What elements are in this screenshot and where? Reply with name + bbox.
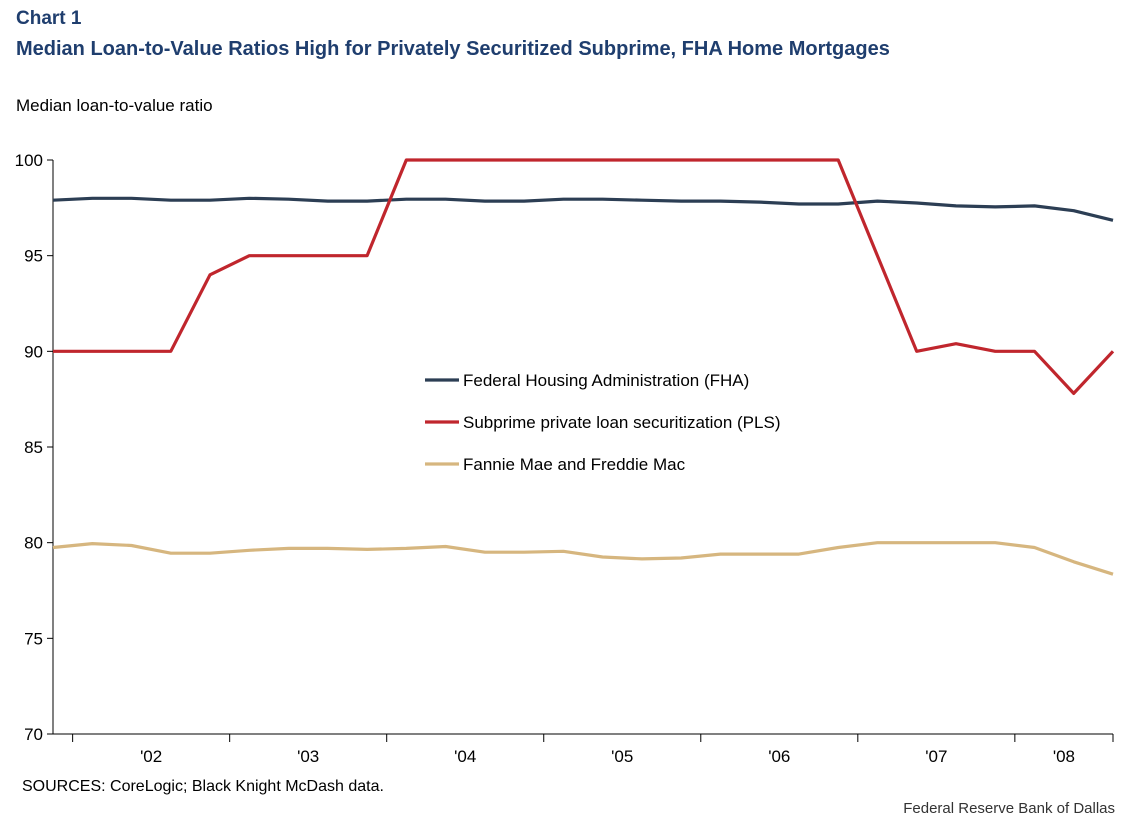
series-line-1 [53,158,1115,395]
legend: Federal Housing Administration (FHA) Subp… [425,371,780,474]
credit-line: Federal Reserve Bank of Dallas [903,800,1115,817]
x-tick-label: '04 [454,747,476,766]
y-tick-label: 80 [24,534,43,553]
chart-axes: 70 75 80 85 90 95 100 '02 '03 '04 '05 '06 '07 '08 [15,151,1114,766]
y-axis-label: Median loan-to-value ratio [16,96,213,115]
series-line-0 [52,196,1114,222]
y-tick-label: 70 [24,725,43,744]
chart-number: Chart 1 [16,8,82,29]
legend-label: Subprime private loan securitization (PL… [463,413,780,432]
chart-title: Median Loan-to-Value Ratios High for Pri… [16,38,890,60]
x-tick-label: '06 [768,747,790,766]
y-tick-label: 75 [24,629,43,648]
y-tick-label: 85 [24,438,43,457]
y-tick-label: 90 [24,342,43,361]
y-tick-label: 95 [24,247,43,266]
x-tick-label: '03 [297,747,319,766]
legend-label: Fannie Mae and Freddie Mac [463,455,686,474]
legend-label: Federal Housing Administration (FHA) [463,371,749,390]
x-tick-label: '02 [140,747,162,766]
series-line-2 [52,541,1114,576]
x-tick-label: '05 [611,747,633,766]
y-tick-label: 100 [15,151,43,170]
sources-note: SOURCES: CoreLogic; Black Knight McDash … [22,778,384,795]
series-layer [52,158,1115,576]
x-tick-label: '08 [1053,747,1075,766]
x-tick-label: '07 [925,747,947,766]
